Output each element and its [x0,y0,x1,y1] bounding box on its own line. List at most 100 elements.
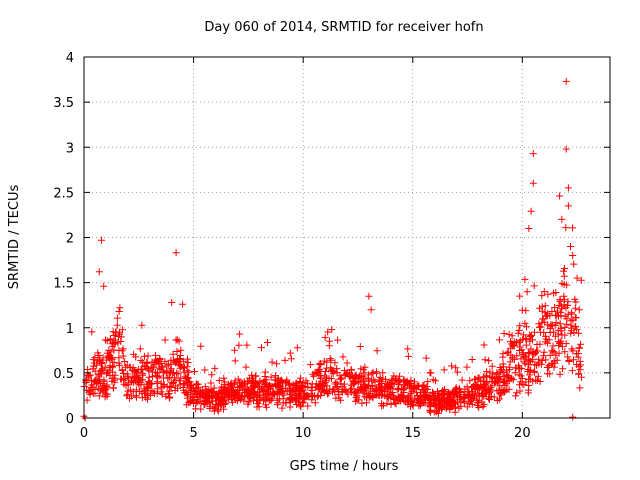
data-point [536,378,544,385]
data-point [158,363,166,371]
data-point [376,374,384,381]
data-point [550,289,557,297]
data-point [197,342,205,350]
data-point [404,392,412,400]
data-point [134,379,142,387]
data-point [145,365,153,373]
data-point [132,386,140,394]
data-point [265,396,273,404]
data-point [448,362,456,370]
data-point [110,346,118,354]
data-point [500,330,508,337]
data-point [252,372,260,380]
data-point [334,336,342,344]
data-point [438,404,446,412]
data-point [110,384,117,392]
data-point [130,374,138,382]
data-point [287,395,295,403]
data-point [308,396,316,404]
data-point [329,370,337,378]
data-point [560,296,568,304]
data-point [134,366,142,373]
data-point [551,322,559,329]
data-point [436,392,444,400]
data-point [564,353,572,361]
data-point [254,400,262,408]
data-point [488,362,496,370]
data-point [518,375,526,382]
data-point [525,349,533,356]
data-point [567,243,574,250]
data-point [219,397,227,405]
data-point [407,396,415,404]
data-point [190,394,198,401]
data-point [365,371,372,379]
data-point [105,353,113,361]
data-point [235,386,243,394]
data-point [155,372,163,380]
data-point [153,378,161,386]
data-point [515,339,523,347]
data-point [306,361,314,369]
data-point [544,339,552,347]
data-point [108,377,116,385]
data-point [571,304,579,312]
data-point [149,372,156,380]
data-point [525,386,532,394]
data-point [252,378,259,386]
data-point [463,383,471,391]
data-point [559,365,567,373]
data-point [287,355,295,363]
data-point [352,378,360,386]
x-tick-label: 15 [404,426,421,441]
data-point [407,376,415,384]
data-point [283,376,291,384]
data-point [515,371,523,379]
data-point [569,252,577,259]
data-point [522,341,530,349]
data-point [530,282,538,290]
data-point [332,378,340,386]
data-point [335,387,343,395]
data-point [358,372,366,380]
data-point [339,353,347,361]
data-point [426,407,434,415]
data-point [535,320,543,328]
data-point [299,379,307,386]
data-point [560,292,568,300]
x-tick-label: 0 [80,426,88,441]
data-point [197,405,205,413]
data-point [561,265,568,272]
y-tick-label: 1 [66,322,74,337]
data-point [415,382,423,390]
data-point [412,388,420,396]
data-point [268,358,276,366]
data-point [520,381,528,389]
data-point [95,392,103,400]
data-point [488,373,496,381]
data-point [534,372,542,380]
data-point [540,348,548,356]
data-point [344,390,352,398]
data-point [291,382,299,390]
data-point [201,366,209,374]
data-point [332,394,340,402]
data-point [410,383,418,391]
data-point [569,413,577,421]
data-point [95,352,103,359]
data-point [248,371,256,379]
data-point [322,376,330,384]
data-point [477,378,485,386]
data-point [568,367,576,375]
data-point [373,368,381,376]
data-point [460,390,468,398]
data-point [179,300,187,308]
data-point [479,403,487,411]
data-point [102,336,109,344]
data-point [215,377,223,384]
data-point [369,368,377,376]
data-point [463,363,471,371]
data-point [324,390,331,398]
data-point [115,354,123,362]
